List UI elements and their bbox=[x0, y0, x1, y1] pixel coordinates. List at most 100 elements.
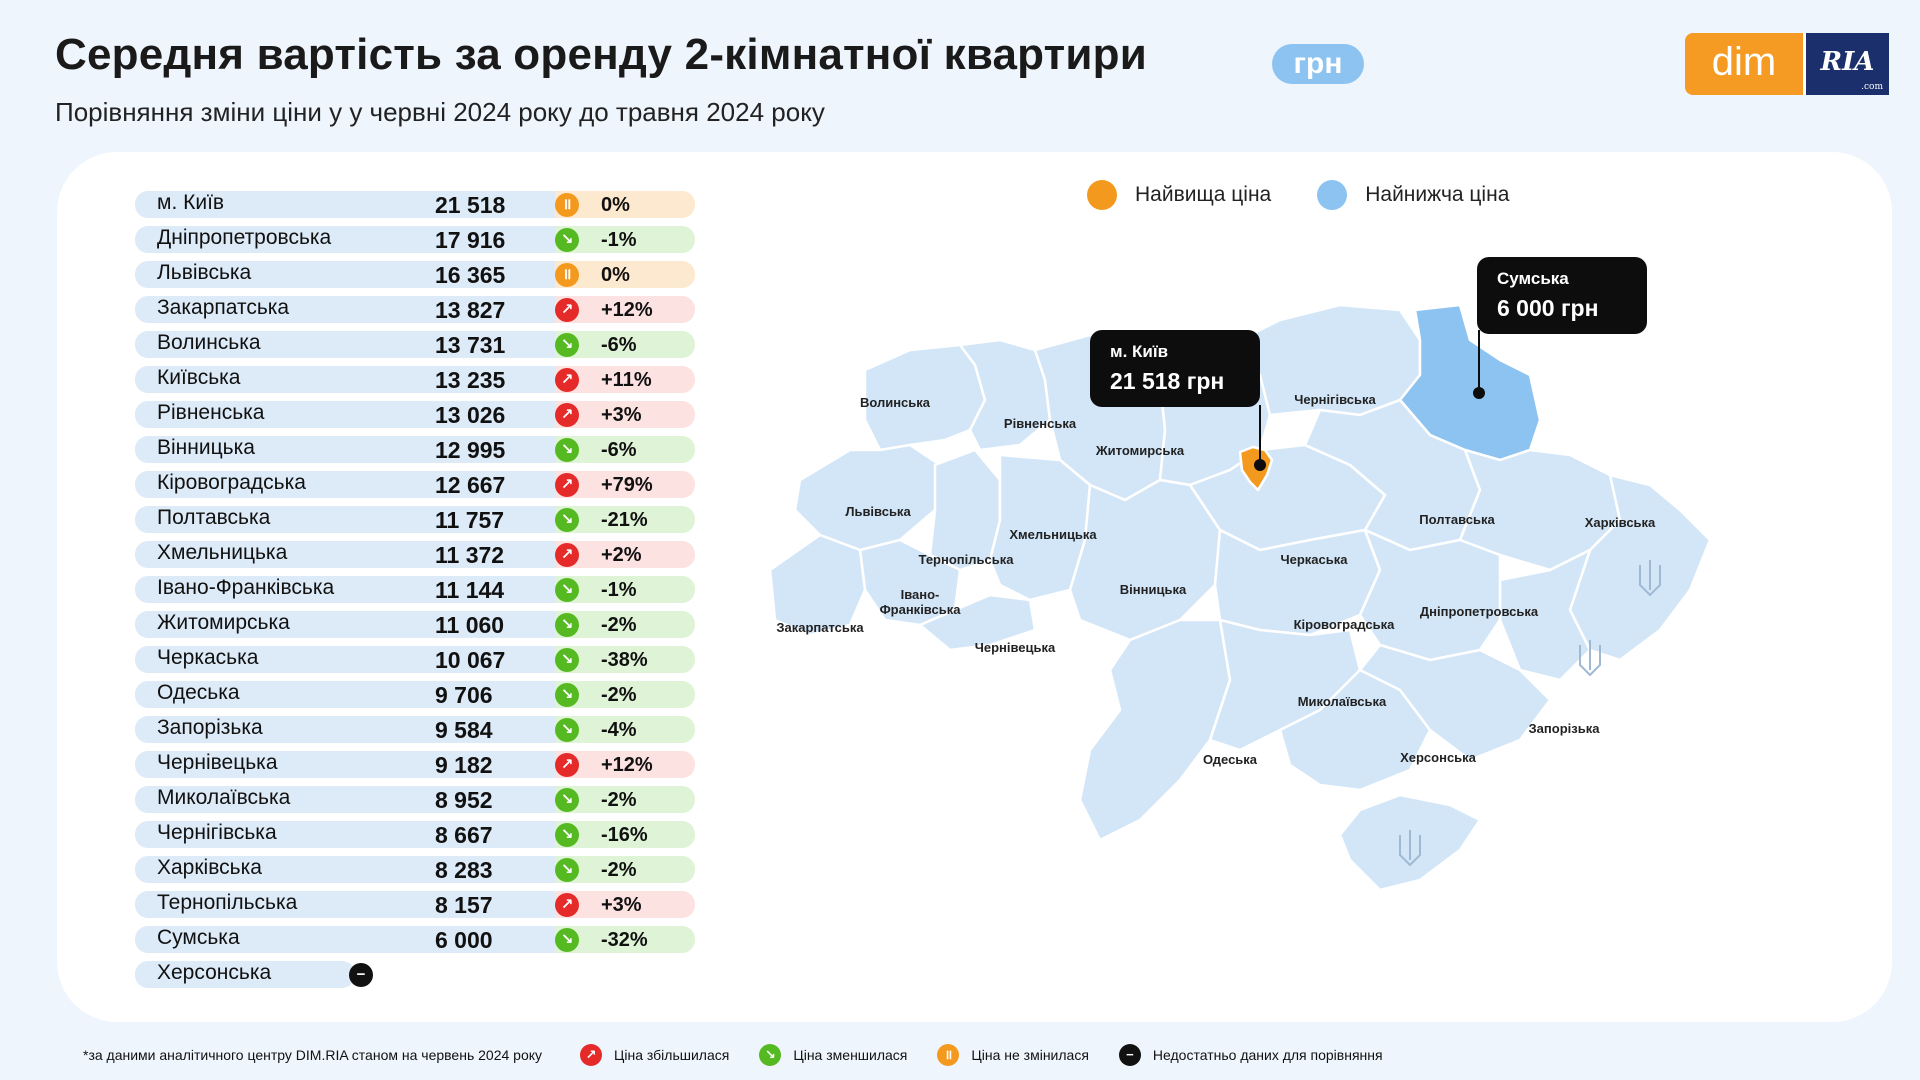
dim-ria-logo[interactable]: dim RIA .com bbox=[1685, 33, 1889, 95]
table-row[interactable]: Запорізька 9 584 -4% ↘ bbox=[135, 712, 695, 747]
row-bar bbox=[135, 471, 555, 498]
map-region-vinnytska[interactable] bbox=[1068, 478, 1222, 642]
footer-legend-up: ↗ Ціна збільшилася bbox=[580, 1044, 729, 1066]
region-price: 13 235 bbox=[435, 367, 506, 393]
region-name: Харківська bbox=[157, 856, 262, 879]
callout-sumy-value: 6 000 грн bbox=[1497, 295, 1599, 321]
table-row[interactable]: Чернівецька 9 182 +12% ↗ bbox=[135, 747, 695, 782]
row-bar bbox=[135, 296, 555, 323]
map-legend: Найвища ціна Найнижча ціна bbox=[1087, 180, 1555, 210]
map-label: Львівська bbox=[845, 504, 911, 519]
region-price: 17 916 bbox=[435, 227, 506, 253]
table-row[interactable]: Миколаївська 8 952 -2% ↘ bbox=[135, 782, 695, 817]
region-price: 13 026 bbox=[435, 402, 506, 428]
table-row[interactable]: Чернігівська 8 667 -16% ↘ bbox=[135, 817, 695, 852]
region-price: 12 667 bbox=[435, 472, 506, 498]
price-change: -2% bbox=[601, 859, 637, 881]
map-region-khersonska[interactable] bbox=[1278, 668, 1432, 792]
row-bar bbox=[135, 226, 555, 253]
row-bar bbox=[135, 401, 555, 428]
region-price: 10 067 bbox=[435, 647, 506, 673]
arrow-down-icon: ↘ bbox=[555, 928, 579, 952]
row-bar bbox=[135, 611, 555, 638]
table-row[interactable]: Полтавська 11 757 -21% ↘ bbox=[135, 502, 695, 537]
table-row[interactable]: Закарпатська 13 827 +12% ↗ bbox=[135, 292, 695, 327]
row-bar bbox=[135, 961, 355, 988]
logo-ria-domain: .com bbox=[1861, 82, 1883, 92]
map-label: Івано- bbox=[901, 587, 940, 602]
region-price: 8 667 bbox=[435, 822, 493, 848]
map-region-odeska[interactable] bbox=[1078, 618, 1232, 842]
price-change: -2% bbox=[601, 684, 637, 706]
pause-icon: ॥ bbox=[937, 1044, 960, 1066]
table-row[interactable]: Львівська 16 365 0% ॥ bbox=[135, 257, 695, 292]
arrow-down-icon: ↘ bbox=[555, 648, 579, 672]
region-price: 9 706 bbox=[435, 682, 493, 708]
footer-legend-same-label: Ціна не змінилася bbox=[971, 1047, 1089, 1063]
table-row[interactable]: Волинська 13 731 -6% ↘ bbox=[135, 327, 695, 362]
region-name: Львівська bbox=[157, 261, 252, 284]
region-name: Вінницька bbox=[157, 436, 255, 459]
map-label: Франківська bbox=[880, 602, 962, 617]
arrow-down-icon: ↘ bbox=[555, 578, 579, 602]
table-row[interactable]: м. Київ 21 518 0% ॥ bbox=[135, 187, 695, 222]
table-row[interactable]: Київська 13 235 +11% ↗ bbox=[135, 362, 695, 397]
map-label: Миколаївська bbox=[1298, 694, 1387, 709]
sumy-pin-dot bbox=[1473, 387, 1485, 399]
price-change: -6% bbox=[601, 439, 637, 461]
table-row[interactable]: Одеська 9 706 -2% ↘ bbox=[135, 677, 695, 712]
region-name: Кіровоградська bbox=[157, 471, 306, 494]
region-name: м. Київ bbox=[157, 191, 225, 214]
region-name: Івано-Франківська bbox=[157, 576, 335, 599]
table-row[interactable]: Черкаська 10 067 -38% ↘ bbox=[135, 642, 695, 677]
region-price: 8 157 bbox=[435, 892, 493, 918]
price-change: +3% bbox=[601, 404, 642, 426]
table-row[interactable]: Херсонська − bbox=[135, 957, 695, 992]
arrow-down-icon: ↘ bbox=[555, 438, 579, 462]
price-change: 0% bbox=[601, 264, 630, 286]
region-name: Чернігівська bbox=[157, 821, 277, 844]
map-region-zaporizka[interactable] bbox=[1358, 643, 1552, 762]
footer: *за даними аналітичного центру DIM.RIA с… bbox=[83, 1044, 1413, 1066]
map-label: Чернігівська bbox=[1294, 392, 1376, 407]
table-row[interactable]: Житомирська 11 060 -2% ↘ bbox=[135, 607, 695, 642]
map-region-chernivetska[interactable] bbox=[918, 593, 1037, 652]
row-bar bbox=[135, 506, 555, 533]
table-row[interactable]: Кіровоградська 12 667 +79% ↗ bbox=[135, 467, 695, 502]
legend-highest-dot bbox=[1087, 180, 1117, 210]
arrow-down-icon: ↘ bbox=[555, 788, 579, 812]
map-label: Харківська bbox=[1585, 515, 1656, 530]
table-row[interactable]: Хмельницька 11 372 +2% ↗ bbox=[135, 537, 695, 572]
row-bar bbox=[135, 366, 555, 393]
table-row[interactable]: Рівненська 13 026 +3% ↗ bbox=[135, 397, 695, 432]
page-subtitle: Порівняння зміни ціни у у червні 2024 ро… bbox=[55, 97, 825, 127]
map-label: Волинська bbox=[860, 395, 931, 410]
map-region-dnipropetrovska[interactable] bbox=[1358, 528, 1502, 662]
table-row[interactable]: Вінницька 12 995 -6% ↘ bbox=[135, 432, 695, 467]
region-name: Черкаська bbox=[157, 646, 259, 669]
table-row[interactable]: Сумська 6 000 -32% ↘ bbox=[135, 922, 695, 957]
logo-ria: RIA .com bbox=[1803, 33, 1889, 95]
table-row[interactable]: Дніпропетровська 17 916 -1% ↘ bbox=[135, 222, 695, 257]
minus-icon: − bbox=[349, 963, 373, 987]
map-region-zakarpatska[interactable] bbox=[768, 533, 867, 637]
table-row[interactable]: Тернопільська 8 157 +3% ↗ bbox=[135, 887, 695, 922]
region-price: 6 000 bbox=[435, 927, 493, 953]
price-change: -2% bbox=[601, 789, 637, 811]
region-name: Чернівецька bbox=[157, 751, 278, 774]
map-region-lvivska[interactable] bbox=[793, 443, 942, 552]
table-row[interactable]: Івано-Франківська 11 144 -1% ↘ bbox=[135, 572, 695, 607]
map-region-rivnenska[interactable] bbox=[958, 338, 1052, 452]
arrow-down-icon: ↘ bbox=[555, 613, 579, 637]
map-label: Хмельницька bbox=[1009, 527, 1097, 542]
trident-icons bbox=[1399, 560, 1661, 867]
region-price: 11 372 bbox=[435, 542, 505, 568]
legend-lowest-dot bbox=[1317, 180, 1348, 210]
arrow-down-icon: ↘ bbox=[555, 508, 579, 532]
minus-icon: − bbox=[1118, 1044, 1141, 1066]
sumy-pin bbox=[1473, 330, 1485, 399]
price-change: 0% bbox=[601, 194, 630, 216]
region-price: 13 827 bbox=[435, 297, 506, 323]
table-row[interactable]: Харківська 8 283 -2% ↘ bbox=[135, 852, 695, 887]
region-price: 9 584 bbox=[435, 717, 493, 743]
